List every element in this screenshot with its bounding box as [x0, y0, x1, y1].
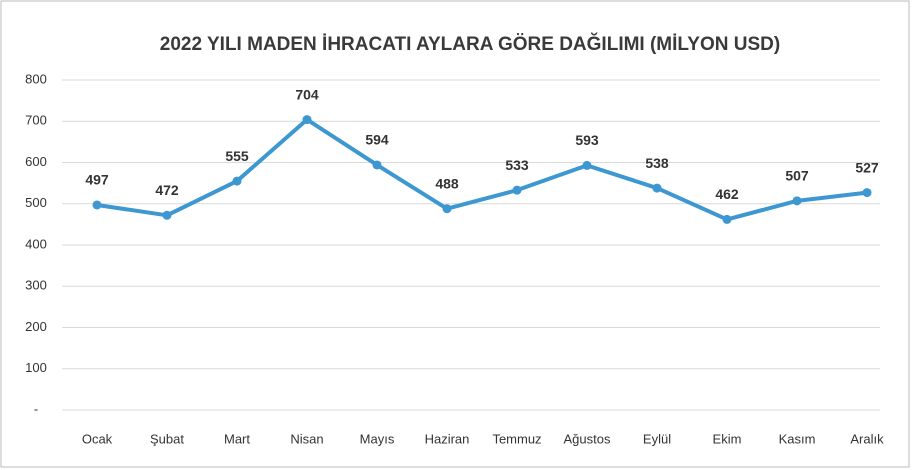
marker [652, 183, 662, 193]
x-tick-label: Aralık [850, 431, 884, 446]
x-tick-label: Ekim [713, 431, 742, 446]
y-tick-label: 500 [25, 195, 47, 210]
marker [582, 160, 592, 170]
x-tick-label: Ocak [82, 431, 113, 446]
y-tick-label: 400 [25, 236, 47, 251]
y-tick-label: 100 [25, 360, 47, 375]
marker [862, 188, 872, 198]
marker [232, 176, 242, 186]
data-label: 533 [505, 157, 529, 173]
data-label: 497 [85, 172, 109, 188]
data-label: 527 [855, 159, 879, 175]
chart-title: 2022 YILI MADEN İHRACATI AYLARA GÖRE DAĞ… [160, 33, 780, 55]
x-tick-label: Nisan [290, 431, 323, 446]
marker [722, 214, 732, 224]
marker [512, 185, 522, 195]
data-label: 462 [715, 186, 739, 202]
data-label: 488 [435, 175, 459, 191]
y-tick-label: 800 [25, 71, 47, 86]
y-tick-label: 700 [25, 113, 47, 128]
data-label: 507 [785, 168, 809, 184]
data-label: 594 [365, 132, 389, 148]
x-tick-label: Ağustos [564, 431, 611, 446]
data-label: 555 [225, 148, 249, 164]
line [96, 117, 868, 222]
x-tick-label: Eylül [643, 431, 671, 446]
data-label: 538 [645, 155, 669, 171]
x-tick-label: Temmuz [492, 431, 541, 446]
marker [92, 200, 102, 210]
x-tick-label: Mayıs [360, 431, 395, 446]
y-tick-label: - [34, 401, 38, 416]
marker [302, 115, 312, 125]
y-tick-label: 300 [25, 278, 47, 293]
marker [792, 196, 802, 206]
data-label: 593 [575, 132, 599, 148]
data-label: 472 [155, 182, 179, 198]
x-tick-label: Şubat [150, 431, 184, 446]
data-label: 704 [295, 86, 319, 102]
marker [372, 160, 382, 170]
x-tick-label: Haziran [425, 431, 470, 446]
x-tick-label: Mart [224, 431, 250, 446]
y-tick-label: 200 [25, 319, 47, 334]
x-tick-label: Kasım [779, 431, 816, 446]
marker [162, 210, 172, 220]
marker [442, 204, 452, 214]
y-tick-label: 600 [25, 154, 47, 169]
